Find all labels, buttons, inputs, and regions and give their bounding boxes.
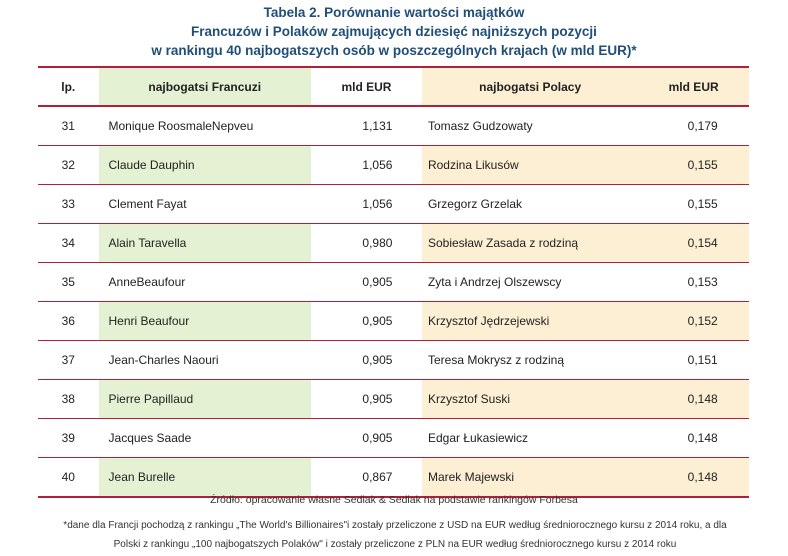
cell-polish-value: 0,148 bbox=[687, 431, 718, 445]
cell-polish-value: 0,155 bbox=[687, 197, 718, 211]
table-row: 32 Claude Dauphin 1,056 Rodzina Likusów 0,15… bbox=[38, 145, 749, 185]
cell-french-name: Clement Fayat bbox=[108, 197, 187, 211]
cell-lp: 34 bbox=[61, 236, 75, 250]
source-note: Źródło: opracowanie własne Sedlak & Sedl… bbox=[210, 494, 578, 506]
cell-lp: 38 bbox=[61, 392, 75, 406]
table-row: 38 Pierre Papillaud 0,905 Krzysztof Suski 0,… bbox=[38, 379, 749, 419]
footnote-line-2: Polski z rankingu „100 najbogatszych Pol… bbox=[113, 539, 677, 550]
cell-french-name: Jacques Saade bbox=[108, 431, 192, 445]
cell-polish-value: 0,179 bbox=[687, 119, 718, 133]
table-row: 40 Jean Burelle 0,867 Marek Majewski 0,148 bbox=[38, 457, 749, 497]
footnote: *dane dla Francji pochodzą z rankingu „T… bbox=[30, 516, 760, 554]
cell-lp: 35 bbox=[61, 275, 75, 289]
cell-french-name: Claude Dauphin bbox=[98, 145, 311, 185]
cell-french-value: 0,905 bbox=[362, 314, 393, 328]
header-french: najbogatsi Francuzi bbox=[98, 67, 311, 106]
cell-french-value: 0,905 bbox=[362, 275, 393, 289]
cell-french-value: 0,867 bbox=[362, 470, 393, 484]
cell-polish-name: Krzysztof Suski bbox=[421, 379, 639, 419]
comparison-table: lp. najbogatsi Francuzi mld EUR najbogat… bbox=[38, 66, 749, 498]
table-row: 39 Jacques Saade 0,905 Edgar Łukasiewicz 0,1… bbox=[38, 419, 749, 458]
cell-french-value: 0,980 bbox=[362, 236, 393, 250]
cell-french-value: 1,131 bbox=[362, 119, 393, 133]
header-row: lp. najbogatsi Francuzi mld EUR najbogat… bbox=[38, 67, 749, 106]
cell-french-name: AnneBeaufour bbox=[108, 275, 186, 289]
cell-polish-value: 0,148 bbox=[638, 457, 749, 497]
cell-lp: 37 bbox=[61, 353, 75, 367]
title-line-1: Tabela 2. Porównanie wartości majątków bbox=[263, 5, 525, 20]
cell-french-value: 0,905 bbox=[362, 431, 393, 445]
cell-lp: 39 bbox=[61, 431, 75, 445]
header-polish: najbogatsi Polacy bbox=[421, 67, 639, 106]
cell-polish-value: 0,155 bbox=[638, 145, 749, 185]
cell-french-value: 1,056 bbox=[362, 197, 393, 211]
header-lp: lp. bbox=[61, 79, 76, 94]
cell-french-name: Henri Beaufour bbox=[98, 301, 311, 341]
cell-french-name: Jean Burelle bbox=[98, 457, 311, 497]
cell-polish-name: Rodzina Likusów bbox=[421, 145, 639, 185]
cell-polish-value: 0,151 bbox=[687, 353, 718, 367]
cell-french-name: Jean-Charles Naouri bbox=[108, 353, 219, 367]
table-row: 31 Monique RoosmaleNepveu 1,131 Tomasz Gudz… bbox=[38, 106, 749, 146]
header-value-polish: mld EUR bbox=[638, 67, 749, 106]
cell-polish-name: Marek Majewski bbox=[421, 457, 639, 497]
table-row: 33 Clement Fayat 1,056 Grzegorz Grzelak 0,15… bbox=[38, 185, 749, 224]
cell-polish-value: 0,154 bbox=[638, 223, 749, 263]
cell-polish-name: Teresa Mokrysz z rodziną bbox=[427, 353, 565, 367]
title-line-2: Francuzów i Polaków zajmujących dziesięć… bbox=[191, 24, 597, 39]
cell-polish-name: Sobiesław Zasada z rodziną bbox=[421, 223, 639, 263]
cell-french-name: Pierre Papillaud bbox=[98, 379, 311, 419]
cell-lp: 31 bbox=[61, 119, 75, 133]
cell-polish-name: Edgar Łukasiewicz bbox=[427, 431, 529, 445]
cell-polish-name: Krzysztof Jędrzejewski bbox=[421, 301, 639, 341]
title-line-3: w rankingu 40 najbogatszych osób w poszc… bbox=[151, 43, 637, 58]
footnote-line-1: *dane dla Francji pochodzą z rankingu „T… bbox=[63, 520, 727, 531]
table-row: 37 Jean-Charles Naouri 0,905 Teresa Mokrysz… bbox=[38, 341, 749, 380]
table-title: Tabela 2. Porównanie wartości majątków F… bbox=[0, 0, 788, 60]
table-body: 31 Monique RoosmaleNepveu 1,131 Tomasz Gudz… bbox=[38, 106, 749, 497]
cell-lp: 32 bbox=[61, 158, 75, 172]
cell-french-value: 0,905 bbox=[362, 353, 393, 367]
cell-french-value: 0,905 bbox=[362, 392, 393, 406]
cell-polish-name: Grzegorz Grzelak bbox=[427, 197, 522, 211]
cell-polish-value: 0,153 bbox=[687, 275, 718, 289]
cell-polish-name: Zyta i Andrzej Olszewscy bbox=[427, 275, 562, 289]
table-row: 34 Alain Taravella 0,980 Sobiesław Zasada z… bbox=[38, 223, 749, 263]
table-row: 36 Henri Beaufour 0,905 Krzysztof Jędrzejew… bbox=[38, 301, 749, 341]
cell-lp: 33 bbox=[61, 197, 75, 211]
cell-lp: 40 bbox=[61, 470, 75, 484]
cell-french-name: Monique RoosmaleNepveu bbox=[108, 119, 254, 133]
cell-lp: 36 bbox=[61, 314, 75, 328]
cell-polish-value: 0,148 bbox=[638, 379, 749, 419]
cell-french-name: Alain Taravella bbox=[98, 223, 311, 263]
header-value-french: mld EUR bbox=[341, 79, 392, 94]
cell-french-value: 1,056 bbox=[362, 158, 393, 172]
table-row: 35 AnneBeaufour 0,905 Zyta i Andrzej Olszew… bbox=[38, 263, 749, 302]
cell-polish-value: 0,152 bbox=[638, 301, 749, 341]
cell-polish-name: Tomasz Gudzowaty bbox=[427, 119, 533, 133]
